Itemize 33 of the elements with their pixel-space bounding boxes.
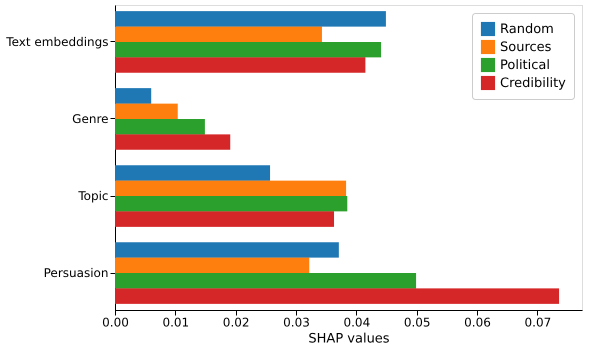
legend-label: Political: [500, 58, 550, 73]
bar: [115, 180, 346, 196]
bar: [115, 104, 178, 119]
x-tick-label: 0.06: [464, 316, 491, 330]
bar: [115, 258, 310, 274]
bar: [115, 242, 339, 258]
x-tick-label: 0.07: [524, 316, 552, 330]
bar: [115, 26, 322, 42]
bar: [115, 211, 334, 227]
x-tick-label: 0.03: [283, 316, 310, 330]
legend-label: Random: [500, 22, 554, 37]
bar: [115, 57, 366, 73]
y-tick-label: Text embeddings: [5, 34, 108, 49]
x-tick-label: 0.05: [404, 316, 431, 330]
bar: [115, 165, 270, 181]
x-axis-title: SHAP values: [308, 332, 390, 346]
legend-label: Sources: [500, 40, 552, 55]
y-tick-label: Persuasion: [44, 266, 108, 280]
legend-label: Credibility: [500, 76, 566, 91]
x-tick-label: 0.02: [222, 316, 250, 330]
bar: [115, 273, 416, 288]
x-tick-label: 0.04: [343, 316, 370, 330]
x-tick-label: 0.01: [162, 316, 190, 330]
bar: [115, 118, 205, 134]
bar: [115, 196, 348, 212]
bar: [115, 42, 382, 58]
y-tick-label: Topic: [77, 189, 108, 204]
y-tick-label: Genre: [72, 112, 108, 126]
bar: [115, 288, 560, 304]
bar: [115, 88, 152, 104]
x-tick-label: 0.00: [102, 316, 129, 330]
bar: [115, 134, 230, 150]
bar: [115, 11, 386, 27]
